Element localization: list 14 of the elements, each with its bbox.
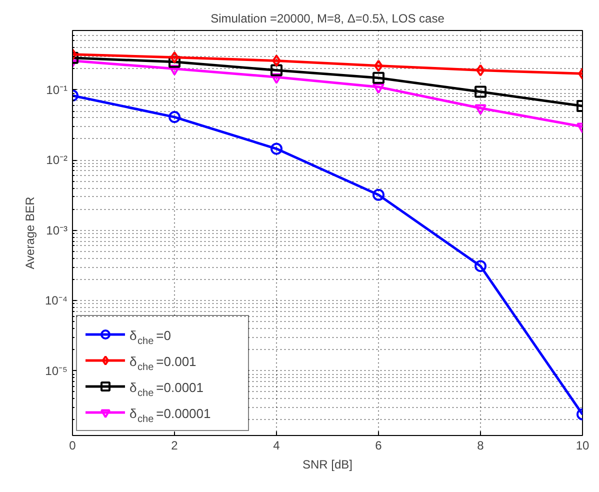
x-tick-label: 4: [273, 438, 280, 452]
y-tick-label: 10⁻¹: [46, 82, 68, 97]
x-axis-title: SNR [dB]: [302, 458, 353, 472]
y-tick-label: 10⁻²: [46, 153, 68, 168]
y-tick-label: 10⁻⁵: [45, 364, 68, 378]
x-tick-label: 2: [171, 438, 178, 452]
x-tick-label: 8: [477, 438, 484, 452]
y-axis-title: Average BER: [22, 196, 37, 270]
x-tick-label: 0: [69, 438, 76, 452]
chart-title: Simulation =20000, M=8, Δ=0.5λ, LOS case: [210, 12, 445, 26]
x-tick-label: 6: [375, 438, 382, 452]
y-tick-label: 10⁻³: [46, 223, 68, 238]
y-tick-label: 10⁻⁴: [44, 294, 68, 308]
x-tick-label: 10: [576, 438, 590, 452]
